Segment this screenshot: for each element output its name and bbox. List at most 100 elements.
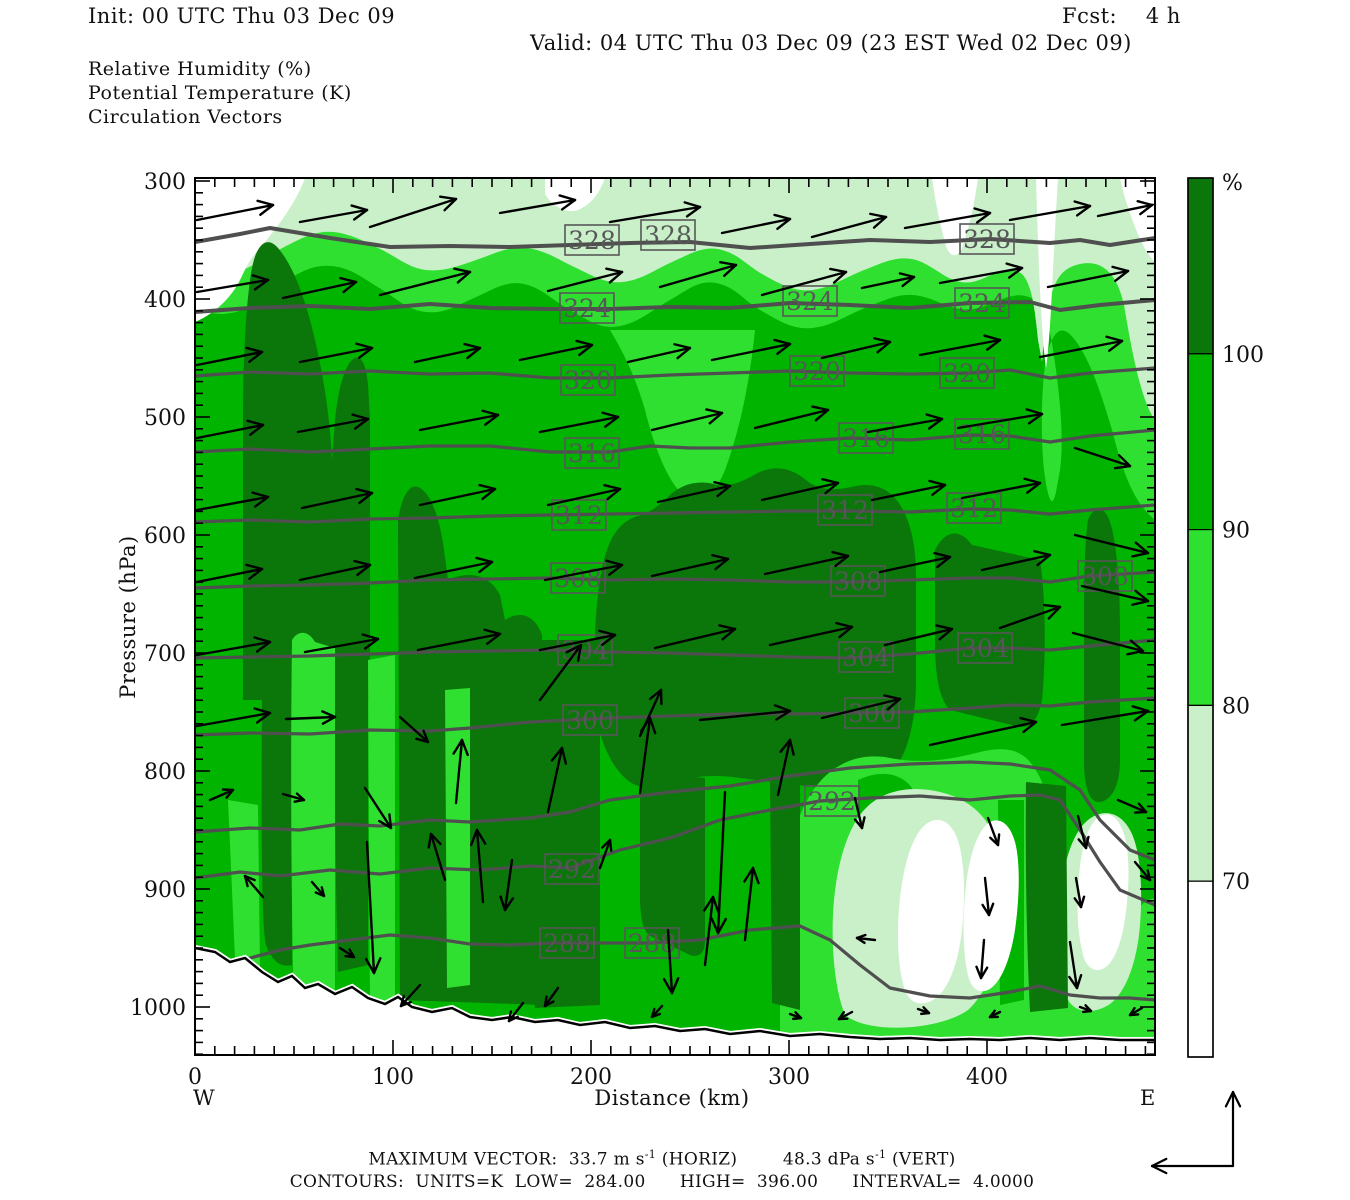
vector-head xyxy=(1134,589,1150,603)
vector-arrow xyxy=(363,786,393,830)
vector-arrow xyxy=(656,480,732,504)
vector-arrow xyxy=(195,419,265,440)
vector-head xyxy=(1023,477,1042,485)
contour-label-box-316 xyxy=(838,422,894,454)
superscript-1: -1 xyxy=(644,1148,657,1161)
vector-head xyxy=(648,688,663,701)
vector-shaft xyxy=(878,555,952,574)
vector-head xyxy=(794,1011,803,1020)
vector-head xyxy=(829,267,848,274)
vector-head xyxy=(1084,835,1090,850)
theta-contour-292 xyxy=(195,793,1155,907)
vector-arrow xyxy=(860,272,916,290)
vector-shaft xyxy=(413,346,482,364)
theta-contour-324 xyxy=(195,298,1155,314)
vector-head xyxy=(603,483,622,491)
vector-shaft xyxy=(979,938,986,980)
vector-arrow xyxy=(300,487,374,510)
vector-head xyxy=(481,487,497,501)
vector-head xyxy=(927,417,944,430)
vector-shaft xyxy=(903,211,992,230)
contours-info-annotation: CONTOURS: UNITS=K LOW= 284.00 HIGH= 396.… xyxy=(289,1172,1035,1192)
vector-head xyxy=(773,704,792,713)
vector-shaft xyxy=(956,412,1044,430)
vector-shaft xyxy=(1116,798,1148,814)
rh-region-moist-col-b xyxy=(334,700,368,972)
vector-arrow xyxy=(1116,798,1148,814)
vector-head xyxy=(776,217,792,231)
max-vector-annotation: MAXIMUM VECTOR: 33.7 m s-1 (HORIZ) 48.3 … xyxy=(368,1148,955,1170)
vector-head xyxy=(550,746,564,762)
vector-head xyxy=(1084,1004,1093,1013)
vector-head xyxy=(814,408,830,422)
vector-head xyxy=(1111,265,1130,273)
terrain-surface-line xyxy=(195,946,1155,1042)
vector-head xyxy=(560,746,568,765)
vector-head xyxy=(466,346,482,360)
colorbar-title: % xyxy=(1222,171,1243,196)
vector-head xyxy=(821,477,840,485)
vector-head xyxy=(973,207,992,215)
vector-arrow xyxy=(413,342,482,364)
vector-head xyxy=(935,624,954,631)
vector-head xyxy=(399,994,406,1008)
vector-head xyxy=(422,729,430,744)
vector-head xyxy=(1117,454,1132,468)
terrain xyxy=(195,945,1155,1055)
contour-label-324: 324 xyxy=(958,289,1006,318)
vector-arrow xyxy=(975,938,989,980)
vector-head xyxy=(456,270,472,284)
vector-head xyxy=(484,413,500,426)
vector-head xyxy=(1027,412,1044,425)
west-end-label: W xyxy=(193,1086,216,1110)
vector-arrow xyxy=(598,838,613,870)
vector-arrow xyxy=(870,479,947,502)
vector-scale-legend xyxy=(1150,1090,1242,1175)
vector-head xyxy=(936,555,952,569)
contour-label-328: 328 xyxy=(644,221,692,250)
y-tick-label: 1000 xyxy=(130,996,186,1021)
vector-head xyxy=(604,415,620,428)
vector-shaft xyxy=(475,828,485,904)
vector-shaft xyxy=(980,553,1052,572)
vector-shaft xyxy=(650,557,730,578)
vector-head xyxy=(931,483,947,497)
vector-arrow xyxy=(1038,335,1124,359)
vector-arrow xyxy=(416,628,502,652)
rh-region-bright-col-3 xyxy=(368,655,395,1005)
vector-head xyxy=(922,1006,931,1015)
vector-arrow xyxy=(498,194,577,215)
vector-head xyxy=(427,832,433,849)
vector-head xyxy=(348,948,356,959)
contour-label-box-320 xyxy=(789,355,845,387)
vector-head xyxy=(648,716,657,735)
vector-shaft xyxy=(1038,339,1124,359)
vector-head xyxy=(481,409,500,417)
vector-head xyxy=(245,563,264,571)
colorbar-tick-label: 100 xyxy=(1222,343,1264,368)
contour-label-box-316 xyxy=(954,418,1010,450)
vector-arrow xyxy=(469,828,487,904)
vector-arrow xyxy=(998,603,1062,630)
vector-head xyxy=(415,737,430,744)
vector-head xyxy=(1036,553,1052,567)
theta-contour-304 xyxy=(195,638,1155,660)
contour-label-box-316 xyxy=(564,437,620,469)
vector-head xyxy=(869,212,888,219)
vector-arrow xyxy=(1073,876,1086,909)
vector-head xyxy=(933,551,952,559)
vector-head xyxy=(453,267,472,274)
vector-head xyxy=(683,201,702,209)
contour-label-box-320 xyxy=(939,357,995,389)
terrain-fill xyxy=(195,948,1155,1055)
theta-contour-316 xyxy=(195,428,1155,454)
rh-region-bright-col-1 xyxy=(228,800,260,968)
vector-head xyxy=(710,917,720,935)
vector-arrow xyxy=(988,1009,1002,1019)
vector-head xyxy=(321,715,337,725)
vector-shaft xyxy=(760,270,848,297)
y-tick-label: 300 xyxy=(144,170,186,195)
contour-label-box-324 xyxy=(559,292,615,324)
theta-contour-320 xyxy=(195,366,1155,380)
vector-head xyxy=(650,1012,662,1019)
